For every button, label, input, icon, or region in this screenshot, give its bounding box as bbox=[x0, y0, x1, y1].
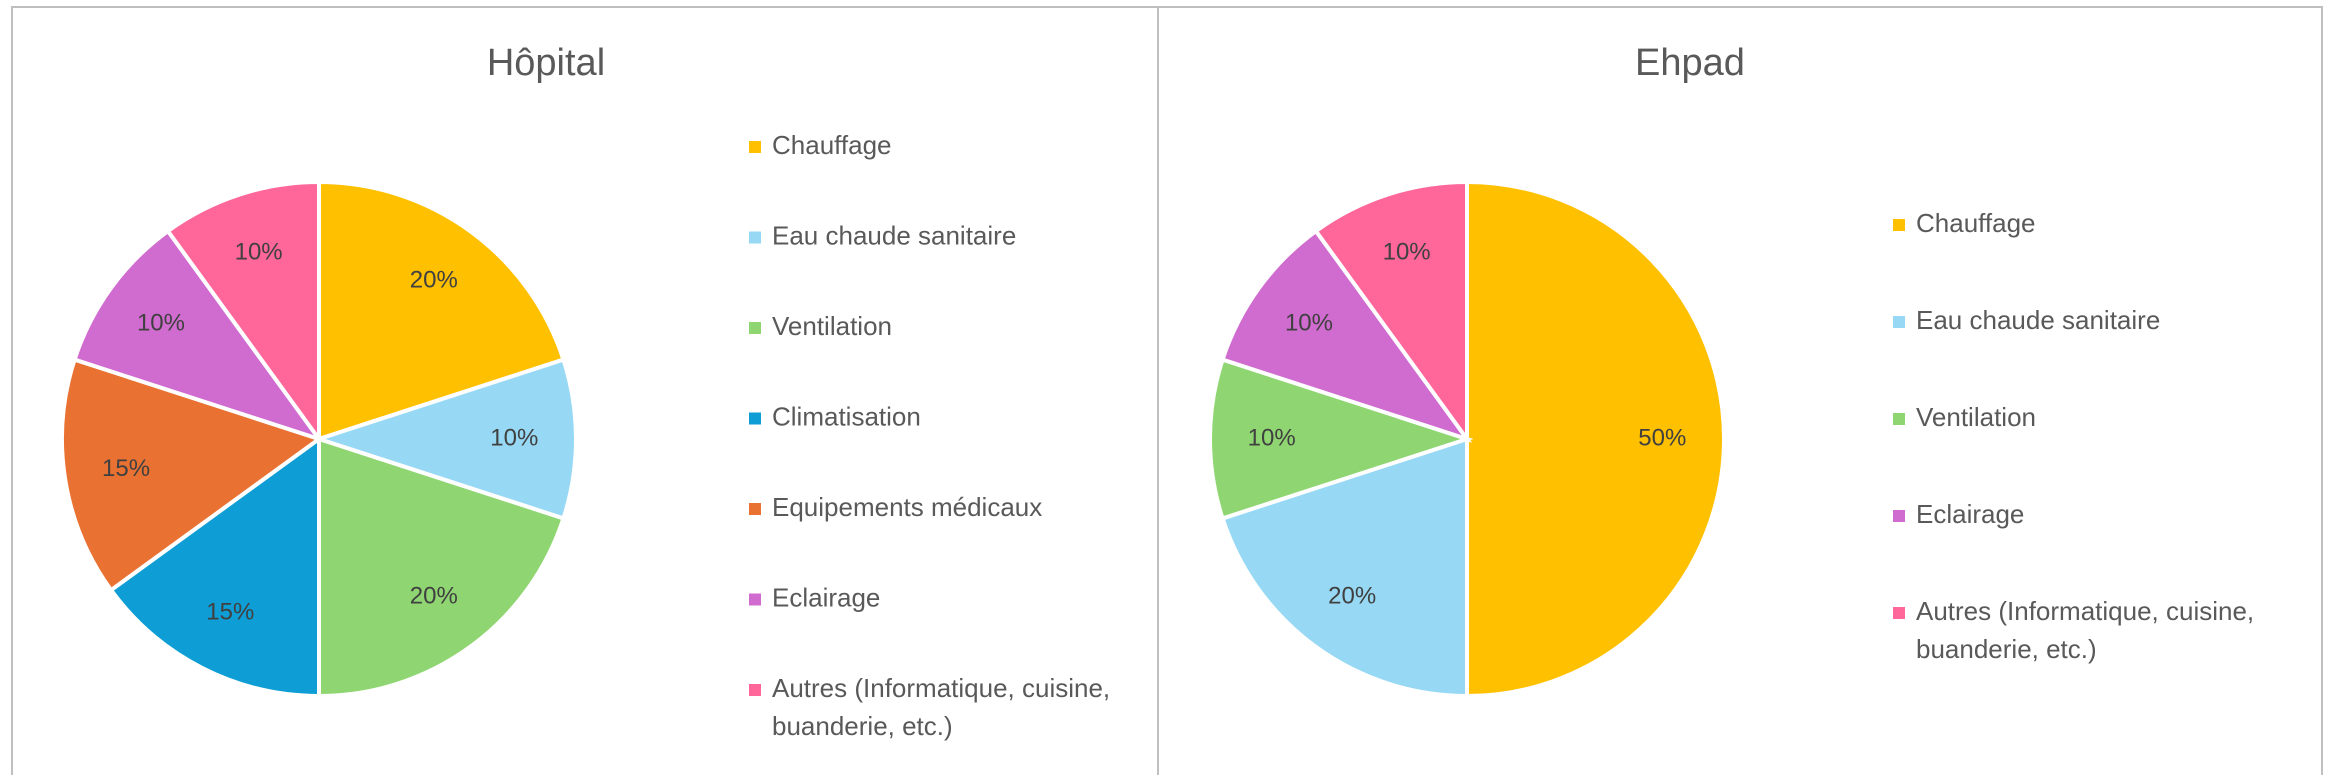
legend-swatch bbox=[749, 593, 761, 606]
legend-swatch bbox=[1893, 219, 1905, 231]
legend-swatch bbox=[749, 412, 761, 425]
legend-swatch bbox=[1893, 413, 1905, 425]
legend-swatch bbox=[749, 322, 761, 334]
pie-slice bbox=[1208, 357, 1474, 521]
pie-slice bbox=[312, 357, 578, 521]
pie-slice bbox=[317, 436, 566, 699]
legend-swatch bbox=[1893, 510, 1905, 522]
legend-label: Equipements médicaux bbox=[772, 492, 1042, 522]
chart-title: Ehpad bbox=[1635, 42, 1745, 84]
data-label: 10% bbox=[1285, 310, 1333, 337]
legend-label: Climatisation bbox=[772, 401, 921, 431]
legend-label: Eclairage bbox=[1916, 499, 2024, 529]
data-label: 10% bbox=[490, 424, 538, 451]
data-label: 10% bbox=[235, 239, 283, 266]
pie-slice bbox=[60, 357, 324, 593]
legend-label: Chauffage bbox=[772, 130, 892, 160]
legend-swatch bbox=[749, 231, 761, 244]
pie-slice bbox=[1465, 179, 1726, 699]
pie-slice bbox=[72, 228, 325, 443]
chart-title: Hôpital bbox=[487, 42, 605, 84]
data-label: 20% bbox=[1328, 582, 1376, 609]
legend-label: Autres (Informatique, cuisine, buanderie… bbox=[772, 673, 1117, 741]
legend-label: Eau chaude sanitaire bbox=[1916, 305, 2160, 335]
pie-slice bbox=[1220, 228, 1473, 443]
pie-slice bbox=[165, 179, 321, 446]
pie-slice bbox=[317, 179, 566, 442]
legend-label: Ventilation bbox=[1916, 402, 2036, 432]
legend-label: Eclairage bbox=[772, 582, 880, 612]
data-label: 10% bbox=[1383, 239, 1431, 266]
pie-slice bbox=[108, 435, 321, 699]
data-label: 10% bbox=[1248, 424, 1296, 451]
data-label: 20% bbox=[410, 266, 458, 293]
legend-label: Chauffage bbox=[1916, 208, 2036, 238]
data-label: 15% bbox=[102, 455, 150, 482]
legend-swatch bbox=[749, 503, 761, 515]
legend-swatch bbox=[749, 141, 761, 153]
legend-label: Autres (Informatique, cuisine, buanderie… bbox=[1916, 596, 2261, 664]
legend-swatch bbox=[749, 684, 761, 696]
data-label: 20% bbox=[410, 582, 458, 609]
panel-border bbox=[1157, 6, 2323, 775]
legend-swatch bbox=[1893, 607, 1905, 619]
pie-slice bbox=[1220, 436, 1469, 699]
legend-label: Ventilation bbox=[772, 311, 892, 341]
data-label: 10% bbox=[137, 310, 185, 337]
data-label: 50% bbox=[1638, 424, 1686, 451]
legend-swatch bbox=[1893, 316, 1905, 328]
pie-slice bbox=[1313, 179, 1469, 446]
data-label: 15% bbox=[206, 598, 254, 625]
legend-label: Eau chaude sanitaire bbox=[772, 220, 1016, 250]
